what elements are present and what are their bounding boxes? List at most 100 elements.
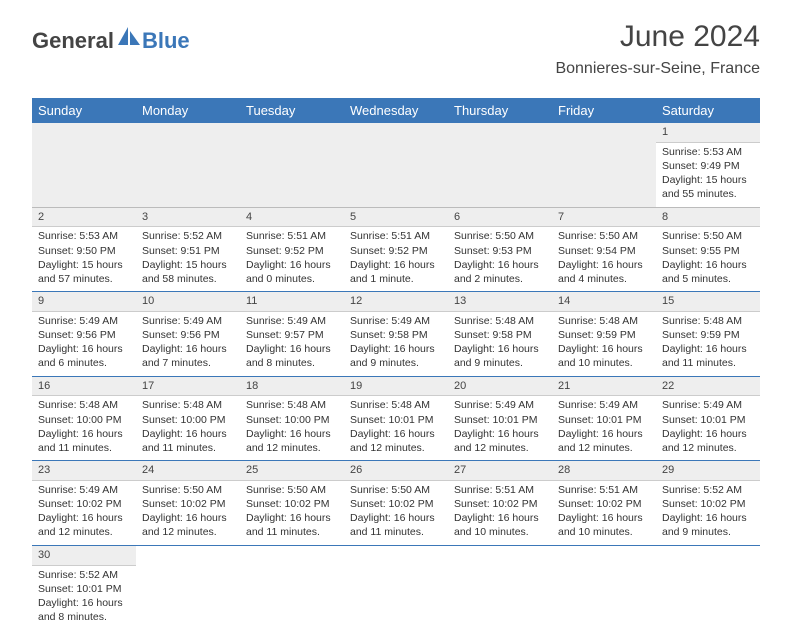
calendar-cell-empty xyxy=(136,123,240,207)
weekday-tuesday: Tuesday xyxy=(240,98,344,123)
weekday-sunday: Sunday xyxy=(32,98,136,123)
day-number: 25 xyxy=(240,461,344,481)
header: General Blue June 2024 Bonnieres-sur-Sei… xyxy=(0,0,792,88)
calendar-cell-empty xyxy=(240,545,344,629)
calendar-cell-empty xyxy=(240,123,344,207)
sunset-line: Sunset: 10:02 PM xyxy=(246,497,338,511)
sunset-line: Sunset: 9:52 PM xyxy=(350,244,442,258)
daylight-line: Daylight: 16 hours and 12 minutes. xyxy=(142,511,234,539)
sunrise-line: Sunrise: 5:48 AM xyxy=(454,314,546,328)
sunset-line: Sunset: 10:02 PM xyxy=(662,497,754,511)
day-number: 2 xyxy=(32,208,136,228)
daylight-line: Daylight: 16 hours and 7 minutes. xyxy=(142,342,234,370)
calendar-cell: 16Sunrise: 5:48 AMSunset: 10:00 PMDaylig… xyxy=(32,376,136,461)
calendar-cell-empty xyxy=(552,545,656,629)
location-label: Bonnieres-sur-Seine, France xyxy=(555,60,760,78)
day-number: 9 xyxy=(32,292,136,312)
day-number: 3 xyxy=(136,208,240,228)
daylight-line: Daylight: 16 hours and 0 minutes. xyxy=(246,258,338,286)
daylight-line: Daylight: 16 hours and 4 minutes. xyxy=(558,258,650,286)
sunset-line: Sunset: 9:58 PM xyxy=(350,328,442,342)
day-number: 11 xyxy=(240,292,344,312)
logo-text-general: General xyxy=(32,28,114,54)
calendar-cell: 11Sunrise: 5:49 AMSunset: 9:57 PMDayligh… xyxy=(240,292,344,377)
daylight-line: Daylight: 16 hours and 10 minutes. xyxy=(454,511,546,539)
sunrise-line: Sunrise: 5:50 AM xyxy=(142,483,234,497)
sunset-line: Sunset: 10:00 PM xyxy=(38,413,130,427)
daylight-line: Daylight: 16 hours and 12 minutes. xyxy=(454,427,546,455)
day-number: 12 xyxy=(344,292,448,312)
sunset-line: Sunset: 9:50 PM xyxy=(38,244,130,258)
calendar-cell-empty xyxy=(344,123,448,207)
logo: General Blue xyxy=(32,28,190,54)
sunset-line: Sunset: 9:52 PM xyxy=(246,244,338,258)
day-number: 24 xyxy=(136,461,240,481)
sunrise-line: Sunrise: 5:49 AM xyxy=(454,398,546,412)
sunrise-line: Sunrise: 5:48 AM xyxy=(142,398,234,412)
sunrise-line: Sunrise: 5:49 AM xyxy=(38,483,130,497)
sunset-line: Sunset: 9:56 PM xyxy=(38,328,130,342)
sunrise-line: Sunrise: 5:49 AM xyxy=(662,398,754,412)
sunrise-line: Sunrise: 5:51 AM xyxy=(454,483,546,497)
sunset-line: Sunset: 10:02 PM xyxy=(350,497,442,511)
title-block: June 2024 Bonnieres-sur-Seine, France xyxy=(555,20,760,78)
calendar-cell-empty xyxy=(448,545,552,629)
calendar-cell: 6Sunrise: 5:50 AMSunset: 9:53 PMDaylight… xyxy=(448,207,552,292)
calendar-body: 1Sunrise: 5:53 AMSunset: 9:49 PMDaylight… xyxy=(32,123,760,629)
calendar-cell-empty xyxy=(136,545,240,629)
daylight-line: Daylight: 16 hours and 12 minutes. xyxy=(38,511,130,539)
table-row: 2Sunrise: 5:53 AMSunset: 9:50 PM Daylight… xyxy=(32,207,760,292)
calendar-cell: 4Sunrise: 5:51 AMSunset: 9:52 PMDaylight… xyxy=(240,207,344,292)
weekday-saturday: Saturday xyxy=(656,98,760,123)
sunset-line: Sunset: 10:02 PM xyxy=(38,497,130,511)
daylight-line: Daylight: 16 hours and 9 minutes. xyxy=(662,511,754,539)
table-row: 23Sunrise: 5:49 AMSunset: 10:02 PMDaylig… xyxy=(32,461,760,546)
sunrise-line: Sunrise: 5:49 AM xyxy=(350,314,442,328)
day-number: 27 xyxy=(448,461,552,481)
sunset-line: Sunset: 10:01 PM xyxy=(558,413,650,427)
calendar-cell: 3Sunrise: 5:52 AMSunset: 9:51 PMDaylight… xyxy=(136,207,240,292)
calendar-table: Sunday Monday Tuesday Wednesday Thursday… xyxy=(32,98,760,629)
daylight-line: Daylight: 16 hours and 1 minute. xyxy=(350,258,442,286)
calendar-cell: 19Sunrise: 5:48 AMSunset: 10:01 PMDaylig… xyxy=(344,376,448,461)
sunrise-line: Sunrise: 5:53 AM xyxy=(38,229,130,243)
day-number: 17 xyxy=(136,377,240,397)
sunset-line: Sunset: 9:51 PM xyxy=(142,244,234,258)
calendar-cell: 1Sunrise: 5:53 AMSunset: 9:49 PMDaylight… xyxy=(656,123,760,207)
table-row: 30Sunrise: 5:52 AMSunset: 10:01 PMDaylig… xyxy=(32,545,760,629)
sunrise-line: Sunrise: 5:50 AM xyxy=(558,229,650,243)
sunset-line: Sunset: 10:02 PM xyxy=(142,497,234,511)
weekday-friday: Friday xyxy=(552,98,656,123)
sunrise-line: Sunrise: 5:51 AM xyxy=(246,229,338,243)
day-number: 1 xyxy=(656,123,760,143)
sunrise-line: Sunrise: 5:50 AM xyxy=(454,229,546,243)
day-number: 5 xyxy=(344,208,448,228)
day-number: 28 xyxy=(552,461,656,481)
daylight-line: Daylight: 16 hours and 12 minutes. xyxy=(350,427,442,455)
sunset-line: Sunset: 10:00 PM xyxy=(246,413,338,427)
sunset-line: Sunset: 9:58 PM xyxy=(454,328,546,342)
day-number: 4 xyxy=(240,208,344,228)
calendar-cell: 18Sunrise: 5:48 AMSunset: 10:00 PMDaylig… xyxy=(240,376,344,461)
sunrise-line: Sunrise: 5:53 AM xyxy=(662,145,754,159)
sunrise-line: Sunrise: 5:48 AM xyxy=(38,398,130,412)
calendar-cell: 30Sunrise: 5:52 AMSunset: 10:01 PMDaylig… xyxy=(32,545,136,629)
calendar-cell: 15Sunrise: 5:48 AMSunset: 9:59 PMDayligh… xyxy=(656,292,760,377)
day-number: 10 xyxy=(136,292,240,312)
sunset-line: Sunset: 9:59 PM xyxy=(558,328,650,342)
day-number: 8 xyxy=(656,208,760,228)
sunset-line: Sunset: 10:02 PM xyxy=(558,497,650,511)
logo-sail-icon xyxy=(116,25,142,52)
weekday-header-row: Sunday Monday Tuesday Wednesday Thursday… xyxy=(32,98,760,123)
sunset-line: Sunset: 9:54 PM xyxy=(558,244,650,258)
sunrise-line: Sunrise: 5:51 AM xyxy=(558,483,650,497)
calendar-cell: 21Sunrise: 5:49 AMSunset: 10:01 PMDaylig… xyxy=(552,376,656,461)
calendar-cell-empty xyxy=(32,123,136,207)
day-number: 13 xyxy=(448,292,552,312)
calendar-cell: 14Sunrise: 5:48 AMSunset: 9:59 PMDayligh… xyxy=(552,292,656,377)
daylight-line: Daylight: 16 hours and 12 minutes. xyxy=(558,427,650,455)
calendar-cell: 7Sunrise: 5:50 AMSunset: 9:54 PMDaylight… xyxy=(552,207,656,292)
day-number: 14 xyxy=(552,292,656,312)
calendar-cell: 24 Sunrise: 5:50 AMSunset: 10:02 PMDaylig… xyxy=(136,461,240,546)
weekday-monday: Monday xyxy=(136,98,240,123)
